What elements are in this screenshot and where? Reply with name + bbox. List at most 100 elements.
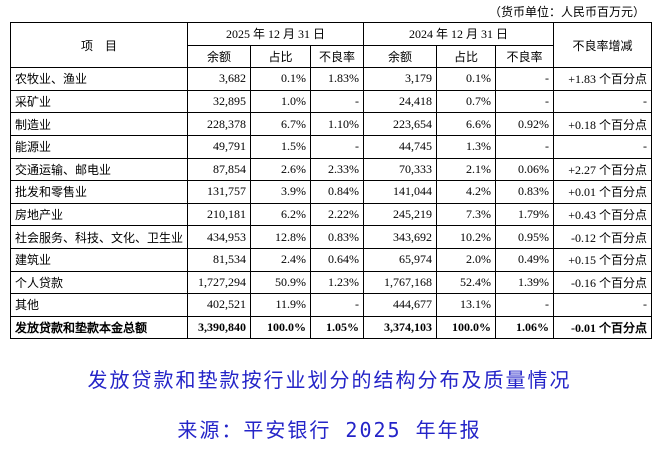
- cell: 1,767,168: [363, 270, 438, 295]
- cell: -0.12 个百分点: [553, 225, 653, 249]
- cell: 12.8%: [250, 225, 311, 249]
- cell: -: [309, 89, 365, 114]
- cell: 402,521: [187, 293, 251, 317]
- table-row: 采矿业 32,895 1.0% -24,418 0.7% - -: [10, 89, 653, 114]
- cell: 2.33%: [309, 157, 365, 182]
- row-label: 批发和零售业: [10, 180, 188, 204]
- cell: 3,682: [187, 67, 251, 91]
- cell: 6.2%: [250, 202, 311, 227]
- caption: 来源：平安银行 2025 年年报: [177, 418, 482, 442]
- cell: 0.64%: [309, 247, 365, 272]
- cell: 2.4%: [250, 247, 311, 272]
- cell: 0.83%: [309, 225, 365, 249]
- cell: 0.1%: [250, 67, 311, 91]
- cell: 3,179: [363, 67, 438, 91]
- cell: 2.6%: [250, 157, 311, 182]
- cell: 1.23%: [309, 270, 365, 295]
- row-label: 采矿业: [10, 89, 188, 114]
- cell: 131,757: [187, 180, 251, 204]
- row-label: 能源业: [10, 134, 188, 159]
- header-cell: 占比: [436, 44, 497, 69]
- table-row: 建筑业 81,534 2.4% 0.64% 65,974 2.0% 0.49% +0.15 个…: [10, 247, 653, 272]
- cell: 11.9%: [250, 293, 311, 317]
- table-row: 房地产业 210,181 6.2% 2.22% 245,219 7.3% 1.79% +0.4…: [10, 202, 653, 227]
- cell: 13.1%: [436, 293, 497, 317]
- header-cell: 项 目: [10, 21, 188, 69]
- cell: +0.01 个百分点: [553, 180, 653, 204]
- cell: -: [553, 89, 653, 114]
- cell: -: [553, 134, 653, 159]
- cell: -: [495, 67, 555, 91]
- cell: 6.6%: [436, 112, 497, 136]
- header-cell: 不良率增减: [553, 21, 653, 69]
- cell: 2.22%: [309, 202, 365, 227]
- cell: 0.92%: [495, 112, 555, 136]
- table-row: 能源业 49,791 1.5% -44,745 1.3% - -: [10, 134, 653, 159]
- cell: -: [495, 89, 555, 114]
- row-label: 房地产业: [10, 202, 188, 227]
- header-cell: 余额: [363, 44, 438, 69]
- cell: -: [495, 293, 555, 317]
- header-cell: 不良率: [495, 44, 555, 69]
- cell: 2.1%: [436, 157, 497, 182]
- cell: 3.9%: [250, 180, 311, 204]
- cell: 4.2%: [436, 180, 497, 204]
- cell: 1.0%: [250, 89, 311, 114]
- cell: +0.15 个百分点: [553, 247, 653, 272]
- cell: -0.16 个百分点: [553, 270, 653, 295]
- cell: -: [495, 134, 555, 159]
- row-label: 交通运输、邮电业: [10, 157, 188, 182]
- cell: 2.0%: [436, 247, 497, 272]
- cell: 1.10%: [309, 112, 365, 136]
- table-row: 交通运输、邮电业 87,854 2.6% 2.33% 70,333 2.1% 0.06% +2…: [10, 157, 653, 182]
- row-label: 个人贷款: [10, 270, 188, 295]
- cell: 1.3%: [436, 134, 497, 159]
- cell: 1.5%: [250, 134, 311, 159]
- cell: 81,534: [187, 247, 251, 272]
- cell: 141,044: [363, 180, 438, 204]
- table-row: 批发和零售业 131,757 3.9% 0.84% 141,044 4.2% 0.83% +0…: [10, 180, 653, 204]
- cell: +2.27 个百分点: [553, 157, 653, 182]
- header-cell: 2024 年 12 月 31 日: [363, 22, 555, 46]
- cell: 3,390,840: [187, 315, 251, 340]
- cell: 0.83%: [495, 180, 555, 204]
- cell: 228,378: [187, 112, 251, 136]
- cell: 434,953: [187, 225, 251, 249]
- cell: 24,418: [363, 89, 438, 114]
- cell: 0.1%: [436, 67, 497, 91]
- cell: 1.79%: [495, 202, 555, 227]
- cell: 10.2%: [436, 225, 497, 249]
- cell: 223,654: [363, 112, 438, 136]
- row-label: 制造业: [10, 112, 188, 136]
- cell: 6.7%: [250, 112, 311, 136]
- cell: -: [309, 293, 365, 317]
- unit-note: （货币单位：人民币百万元）: [488, 5, 645, 19]
- cell: 210,181: [187, 202, 251, 227]
- row-label: 其他: [10, 293, 188, 317]
- cell: 343,692: [363, 225, 438, 249]
- header-cell: 余额: [187, 44, 251, 69]
- cell: 1.83%: [309, 67, 365, 91]
- cell: 0.7%: [436, 89, 497, 114]
- cell: +1.83 个百分点: [553, 67, 653, 91]
- table-row: 制造业 228,378 6.7% 1.10% 223,654 6.6% 0.92% +0.18…: [10, 112, 653, 136]
- cell: +0.43 个百分点: [553, 202, 653, 227]
- row-label: 社会服务、科技、文化、卫生业: [10, 225, 188, 249]
- table-row: 农牧业、渔业 3,682 0.1% 1.83% 3,179 0.1% - +1.83 个百分点: [10, 67, 653, 91]
- cell: 1.39%: [495, 270, 555, 295]
- cell: +0.18 个百分点: [553, 112, 653, 136]
- cell: 100.0%: [250, 315, 311, 340]
- caption: 发放贷款和垫款按行业划分的结构分布及质量情况: [87, 368, 572, 392]
- row-label: 发放贷款和垫款本金总额: [10, 315, 188, 340]
- table-row: 个人贷款 1,727,294 50.9% 1.23% 1,767,168 52.4% 1.3…: [10, 270, 653, 295]
- cell: 0.06%: [495, 157, 555, 182]
- cell: 1,727,294: [187, 270, 251, 295]
- cell: 0.95%: [495, 225, 555, 249]
- header-cell: 2025 年 12 月 31 日: [186, 22, 365, 46]
- header-cell: 占比: [250, 44, 311, 69]
- cell: 100.0%: [436, 315, 497, 340]
- cell: 0.49%: [495, 247, 555, 272]
- table-row: 社会服务、科技、文化、卫生业 434,953 12.8% 0.83% 343,692 10…: [10, 225, 653, 249]
- row-label: 农牧业、渔业: [10, 67, 188, 91]
